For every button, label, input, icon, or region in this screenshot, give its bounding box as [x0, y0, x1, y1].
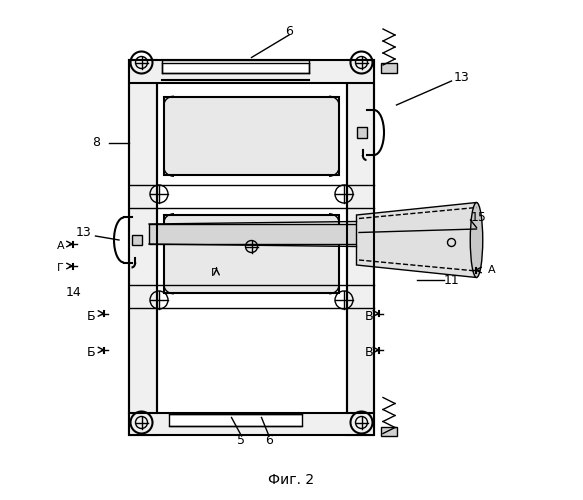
Text: 13: 13 — [454, 71, 469, 84]
Polygon shape — [356, 202, 476, 278]
Text: Б: Б — [87, 346, 96, 359]
Text: А: А — [488, 265, 496, 275]
Bar — [161, 60, 309, 72]
Bar — [149, 224, 356, 244]
Text: 6: 6 — [285, 25, 293, 38]
Ellipse shape — [470, 202, 483, 278]
Text: Г: Г — [57, 263, 64, 273]
Bar — [381, 64, 396, 72]
Text: В: В — [365, 346, 373, 359]
Bar — [356, 128, 367, 138]
Text: 11: 11 — [444, 274, 459, 286]
Bar — [169, 414, 301, 426]
Text: Фиг. 2: Фиг. 2 — [268, 473, 315, 487]
Text: 13: 13 — [76, 226, 92, 239]
Text: 8: 8 — [93, 136, 100, 149]
Text: 6: 6 — [265, 434, 273, 446]
Bar — [346, 60, 374, 435]
Bar — [164, 98, 339, 175]
Bar — [129, 60, 374, 82]
Text: А: А — [57, 241, 64, 251]
Bar — [129, 412, 374, 435]
Bar — [132, 235, 142, 245]
Bar — [164, 215, 339, 292]
Bar — [129, 60, 156, 435]
Text: Г: Г — [210, 268, 217, 278]
Bar — [381, 427, 396, 436]
Text: В: В — [365, 310, 373, 322]
Text: Б: Б — [87, 310, 96, 322]
Text: 15: 15 — [471, 211, 487, 224]
Text: 5: 5 — [237, 434, 245, 446]
Text: 14: 14 — [66, 286, 82, 299]
